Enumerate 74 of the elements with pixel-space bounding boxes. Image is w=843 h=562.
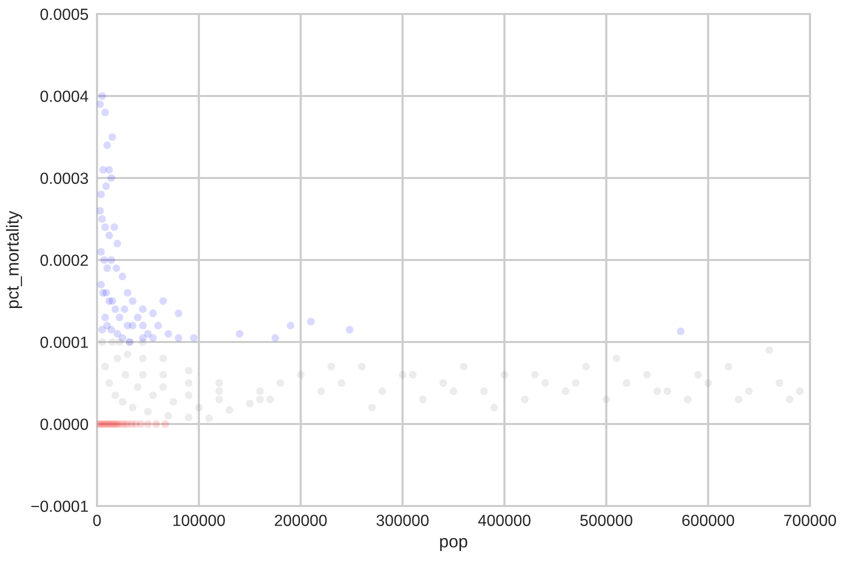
point	[114, 330, 122, 338]
point	[97, 190, 105, 198]
y-tick-label: 0.0000	[40, 418, 88, 430]
point	[139, 305, 147, 314]
point	[108, 297, 116, 305]
point	[236, 330, 244, 338]
point	[154, 322, 162, 330]
point	[98, 215, 106, 223]
point	[102, 288, 110, 297]
point	[100, 256, 108, 264]
point	[110, 223, 118, 232]
point	[139, 334, 147, 342]
x-tick-label: 100000	[173, 514, 225, 526]
point	[144, 420, 152, 428]
x-tick-label: 600000	[682, 514, 734, 526]
y-tick-label: 0.0001	[40, 336, 88, 348]
point	[114, 240, 122, 248]
point	[99, 166, 107, 174]
point	[97, 206, 104, 215]
point	[676, 328, 684, 336]
point	[174, 309, 182, 318]
point	[107, 326, 116, 334]
point	[112, 264, 120, 272]
point	[190, 334, 198, 342]
y-tick-label: 0.0005	[40, 8, 88, 20]
point	[101, 223, 109, 232]
point	[103, 141, 111, 150]
x-axis-title: pop	[440, 538, 468, 551]
point	[149, 309, 157, 318]
x-tick-label: 300000	[376, 514, 429, 526]
point	[124, 288, 132, 297]
y-tick-label: 0.0002	[40, 254, 88, 266]
point	[152, 420, 160, 428]
point	[164, 330, 172, 338]
point	[120, 305, 128, 314]
y-axis-title: pct_mortality	[6, 210, 22, 308]
point	[105, 232, 114, 240]
point	[271, 334, 280, 342]
point	[97, 248, 105, 256]
point	[139, 322, 147, 330]
point	[97, 280, 105, 288]
point	[134, 314, 142, 322]
point	[159, 297, 168, 305]
x-tick-label: 700000	[784, 514, 836, 526]
point	[128, 297, 136, 305]
point	[118, 272, 126, 280]
y-tick-label: 0.0003	[40, 172, 88, 184]
point	[112, 305, 120, 314]
point	[116, 314, 124, 322]
point	[97, 100, 104, 108]
point	[286, 322, 294, 330]
y-tick-label: −0.0001	[31, 500, 88, 512]
x-tick-label: 200000	[274, 514, 327, 526]
point	[346, 326, 354, 334]
point	[161, 420, 170, 428]
point	[128, 322, 136, 330]
point	[98, 92, 106, 100]
point	[108, 133, 116, 141]
point	[102, 182, 110, 190]
point	[103, 264, 111, 272]
point	[107, 256, 116, 264]
point	[101, 314, 109, 322]
point	[307, 318, 315, 326]
y-tick-label: 0.0004	[40, 90, 88, 102]
x-tick-label: 400000	[478, 514, 530, 526]
point	[98, 326, 106, 334]
point	[107, 174, 116, 182]
point	[136, 420, 145, 428]
x-tick-label: 500000	[580, 514, 632, 526]
point	[174, 334, 182, 342]
point	[149, 334, 157, 342]
point	[101, 108, 109, 116]
x-tick-label: 0	[93, 514, 101, 526]
point	[118, 334, 126, 342]
